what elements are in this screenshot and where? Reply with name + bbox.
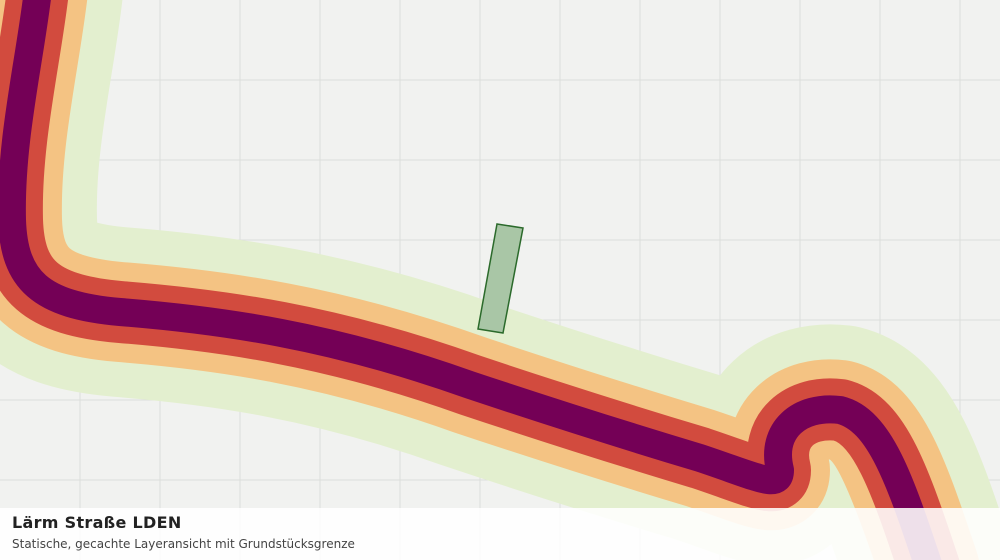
caption-title: Lärm Straße LDEN — [12, 513, 182, 532]
caption: Lärm Straße LDEN Statische, gecachte Lay… — [0, 508, 1000, 560]
parcel-boundary[interactable] — [477, 223, 524, 334]
caption-subtitle: Statische, gecachte Layeransicht mit Gru… — [12, 537, 355, 551]
